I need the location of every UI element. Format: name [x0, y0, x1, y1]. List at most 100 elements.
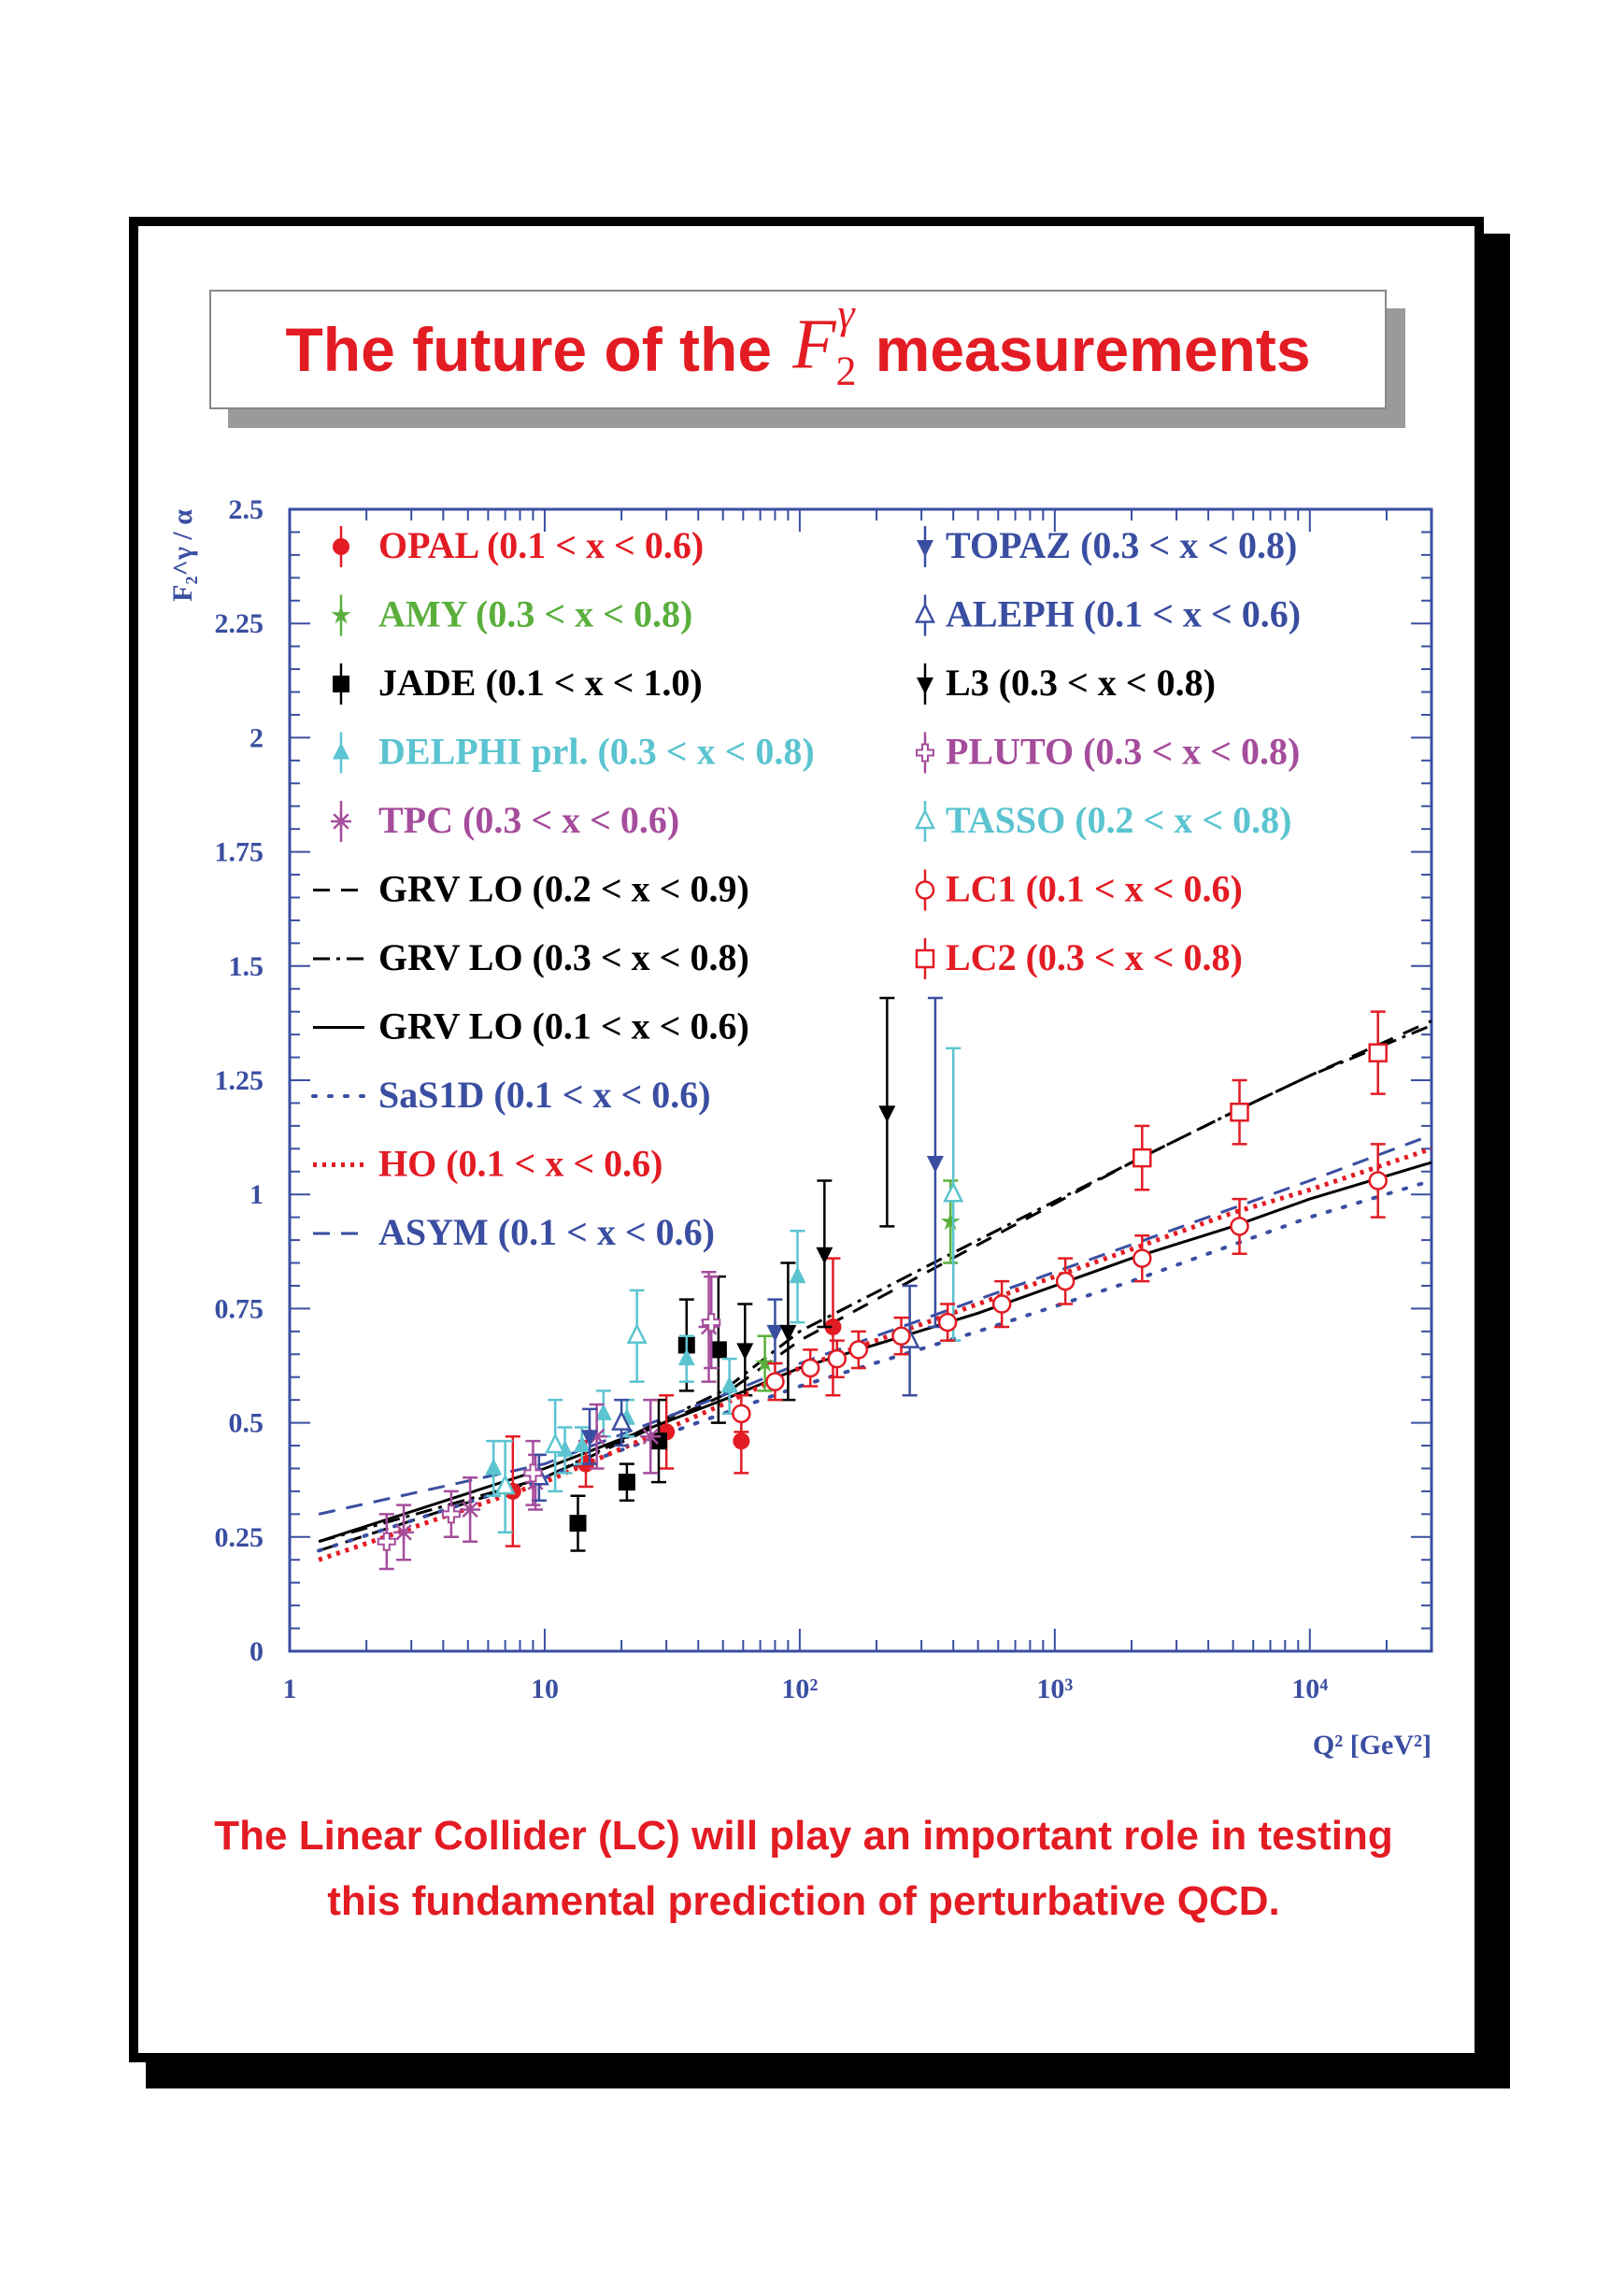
lc1-point	[991, 1294, 1012, 1314]
delphi-point	[573, 1435, 591, 1453]
amy-point	[940, 1211, 961, 1231]
marker	[733, 1433, 750, 1450]
delphi-point	[720, 1376, 738, 1393]
legend-left-8-label: SaS1D (0.1 < x < 0.6)	[378, 1074, 711, 1116]
legend-left-1-marker	[331, 605, 351, 624]
marker	[736, 1343, 754, 1361]
lc1-point	[765, 1372, 785, 1391]
marker	[755, 1353, 775, 1372]
marker	[916, 743, 934, 763]
title-prefix: The future of the	[285, 315, 773, 384]
marker	[523, 1463, 543, 1483]
x-tick-label: 10	[531, 1674, 559, 1704]
legend-right-6-marker	[915, 948, 935, 969]
lc2-point	[1368, 1043, 1388, 1062]
legend-left-0-label: OPAL (0.1 < x < 0.6)	[378, 524, 704, 566]
page-title: The future of the F2 γ measurements	[209, 290, 1387, 409]
lc1-point	[800, 1358, 820, 1378]
tasso-point	[545, 1433, 566, 1454]
y-tick-label: 0.75	[215, 1293, 264, 1324]
caption: The Linear Collider (LC) will play an im…	[214, 1813, 1393, 1924]
marker	[581, 1430, 599, 1447]
lc2-point	[1133, 1148, 1152, 1168]
tpc-point	[393, 1521, 415, 1543]
y-tick-label: 1.75	[215, 837, 264, 868]
y-tick-label: 0	[249, 1636, 264, 1667]
marker	[1368, 1171, 1388, 1190]
tpc-point	[460, 1499, 481, 1520]
marker	[878, 1105, 896, 1123]
marker	[891, 1326, 911, 1346]
l3-point	[779, 1324, 797, 1342]
legend-left-3-marker	[333, 742, 349, 760]
marker	[917, 677, 933, 694]
marker	[611, 1409, 633, 1431]
legend-right-3-label: PLUTO (0.3 < x < 0.8)	[946, 731, 1300, 773]
curve-grv-2	[318, 1161, 1432, 1544]
tasso-point	[494, 1474, 516, 1495]
aleph-point	[611, 1409, 633, 1431]
marker	[765, 1372, 785, 1391]
marker	[991, 1294, 1012, 1314]
marker	[914, 602, 936, 623]
marker	[377, 1532, 396, 1551]
marker	[494, 1474, 516, 1495]
marker	[1133, 1148, 1152, 1168]
marker	[720, 1376, 738, 1393]
legend-right-1-marker	[914, 602, 936, 623]
marker	[618, 1474, 635, 1491]
marker	[1368, 1043, 1388, 1062]
marker	[395, 1524, 412, 1541]
lc1-point	[937, 1312, 958, 1333]
l3-point	[878, 1105, 896, 1123]
legend-right-2-label: L3 (0.3 < x < 0.8)	[946, 662, 1216, 704]
marker	[485, 1458, 503, 1475]
pluto-point	[377, 1532, 396, 1551]
curve-sas1d-3	[317, 1178, 1433, 1553]
jade-point	[618, 1474, 635, 1491]
marker	[1055, 1271, 1076, 1291]
marker	[331, 605, 351, 624]
legend-right-4-label: TASSO (0.2 < x < 0.8)	[946, 799, 1291, 841]
l3-point	[736, 1343, 754, 1361]
delphi-point	[789, 1266, 806, 1284]
y-tick-label: 2.5	[229, 494, 264, 525]
marker	[333, 676, 349, 692]
legend-right-3-marker	[916, 743, 934, 763]
marker	[333, 742, 349, 760]
marker	[915, 880, 935, 900]
slide-frame	[129, 217, 1484, 2062]
delphi-point	[485, 1458, 503, 1475]
tasso-point	[943, 1181, 964, 1203]
marker	[940, 1211, 961, 1231]
marker	[1230, 1102, 1249, 1122]
legend-right-6-label: LC2 (0.3 < x < 0.8)	[946, 936, 1243, 978]
y-tick-label: 0.25	[215, 1522, 264, 1553]
jade-point	[709, 1341, 727, 1359]
marker	[333, 538, 349, 555]
marker	[594, 1403, 612, 1420]
marker	[333, 813, 349, 830]
legend-left-2-marker	[333, 676, 349, 692]
marker	[545, 1433, 566, 1454]
legend-right-2-marker	[917, 677, 933, 694]
legend-left-1-label: AMY (0.3 < x < 0.8)	[378, 593, 692, 635]
marker	[441, 1504, 461, 1524]
y-tick-label: 1.5	[229, 951, 264, 982]
curve-grv-0	[318, 1019, 1432, 1552]
delphi-point	[677, 1348, 695, 1366]
legend-left-4-marker	[331, 811, 351, 832]
curve-grv-1	[318, 1023, 1432, 1544]
lc1-point	[891, 1326, 911, 1346]
marker	[915, 948, 935, 969]
marker	[914, 808, 936, 830]
legend-right-1-label: ALEPH (0.1 < x < 0.6)	[946, 593, 1301, 635]
title-math-sup: γ	[837, 290, 855, 338]
marker	[709, 1341, 727, 1359]
lc1-point	[1230, 1217, 1249, 1236]
pluto-point	[523, 1463, 543, 1483]
marker	[702, 1313, 721, 1333]
y-tick-label: 1.25	[215, 1065, 264, 1096]
marker	[677, 1348, 695, 1366]
topaz-point	[766, 1324, 784, 1342]
